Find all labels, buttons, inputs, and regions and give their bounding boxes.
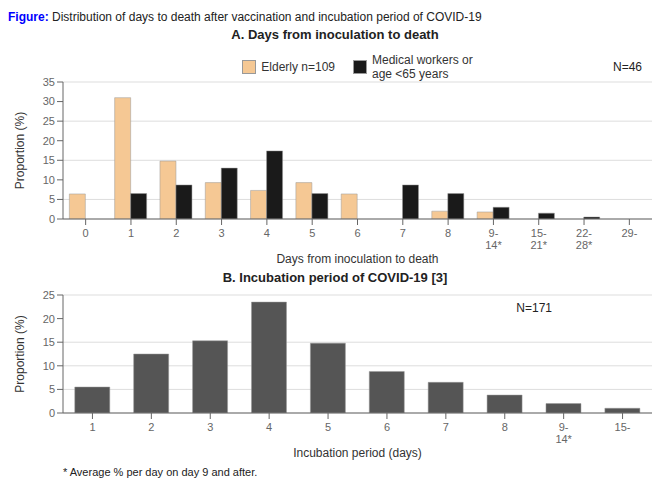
svg-text:10: 10 (43, 174, 55, 186)
svg-text:6: 6 (354, 227, 360, 239)
svg-text:8: 8 (445, 227, 451, 239)
svg-text:20: 20 (43, 135, 55, 147)
svg-text:10: 10 (43, 360, 55, 372)
svg-text:15: 15 (43, 336, 55, 348)
svg-text:25: 25 (43, 289, 55, 301)
html-text:N=46: N=46 (613, 60, 642, 74)
svg-text:5: 5 (49, 383, 55, 395)
svg-text:15-21*: 15-21* (530, 227, 547, 251)
svg-text:30: 30 (43, 95, 55, 107)
svg-text:0: 0 (49, 407, 55, 419)
svg-text:5: 5 (309, 227, 315, 239)
svg-text:5: 5 (49, 193, 55, 205)
html-text:Medical workers or age <65 yea: Medical workers or age <65 years (372, 53, 473, 81)
svg-text:29-: 29- (621, 227, 637, 239)
svg-text:35: 35 (43, 76, 55, 88)
svg-text:7: 7 (443, 421, 449, 433)
svg-text:2: 2 (148, 421, 154, 433)
html-text:B. Incubation period of COVID-: B. Incubation period of COVID-19 [3] (222, 270, 448, 285)
html-text:* Average % per day on day 9 a: * Average % per day on day 9 and after. (63, 466, 258, 478)
html-text:Elderly n=109: Elderly n=109 (261, 60, 335, 74)
svg-text:Incubation period (days): Incubation period (days) (293, 446, 422, 460)
svg-text:4: 4 (264, 227, 270, 239)
svg-text:0: 0 (49, 213, 55, 225)
svg-text:Days from inoculation to death: Days from inoculation to death (276, 252, 438, 266)
svg-text:15-: 15- (615, 421, 631, 433)
svg-text:8: 8 (502, 421, 508, 433)
html-text:A. Days from inoculation to de: A. Days from inoculation to death (231, 27, 439, 42)
svg-text:25: 25 (43, 115, 55, 127)
svg-text:20: 20 (43, 313, 55, 325)
svg-text:3: 3 (207, 421, 213, 433)
svg-text:7: 7 (400, 227, 406, 239)
svg-text:22-28*: 22-28* (576, 227, 593, 251)
html-text:N=171: N=171 (516, 301, 552, 315)
html-text:Figure: Distribution of days t: Figure: Distribution of days to death af… (8, 10, 482, 24)
svg-text:9-14*: 9-14* (555, 421, 572, 445)
svg-text:1: 1 (89, 421, 95, 433)
svg-text:2: 2 (173, 227, 179, 239)
svg-text:0: 0 (83, 227, 89, 239)
svg-text:Proportion (%): Proportion (%) (13, 112, 27, 189)
svg-text:Proportion (%): Proportion (%) (13, 315, 27, 392)
svg-text:15: 15 (43, 154, 55, 166)
svg-text:1: 1 (128, 227, 134, 239)
svg-text:3: 3 (219, 227, 225, 239)
svg-text:9-14*: 9-14* (485, 227, 502, 251)
svg-text:6: 6 (384, 421, 390, 433)
svg-text:4: 4 (266, 421, 272, 433)
svg-text:5: 5 (325, 421, 331, 433)
